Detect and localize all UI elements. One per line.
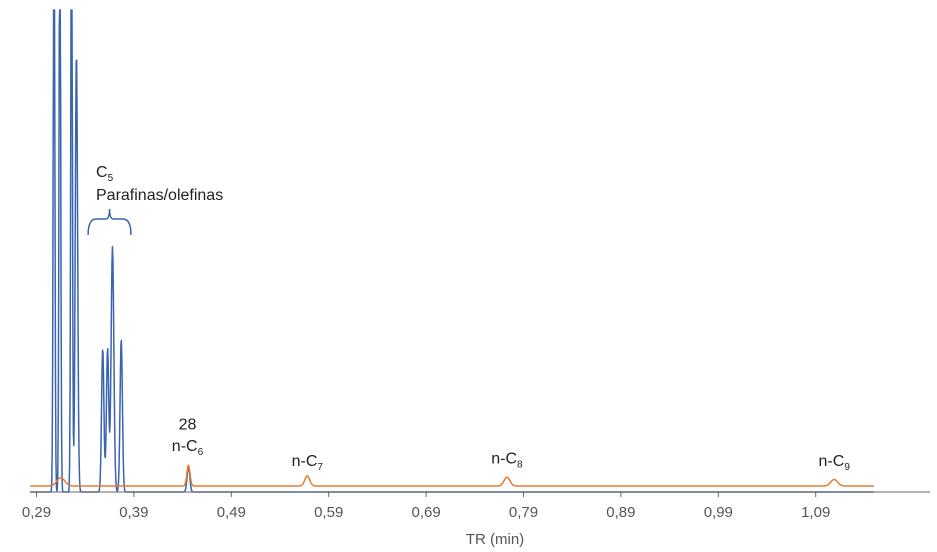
c5-bracket-path [87, 208, 132, 236]
x-tick-label: 0,99 [704, 504, 733, 521]
x-tick-label: 0,39 [119, 504, 148, 521]
peak-annotations: C5 Parafinas/olefinas 28 n-C6 n-C7 n-C8 n-C9 [96, 164, 850, 473]
x-tick-label: 0,69 [411, 504, 440, 521]
x-tick-label: 0,79 [509, 504, 538, 521]
x-axis-title: TR (min) [466, 531, 524, 548]
c5-bracket [87, 208, 132, 236]
x-tick-label: 1,09 [801, 504, 830, 521]
trace-blue [29, 9, 875, 493]
annotation-n28: 28 [179, 416, 197, 433]
x-tick-label: 0,59 [314, 504, 343, 521]
annotation-nc7: n-C7 [292, 453, 324, 473]
trace-orange [29, 464, 875, 487]
annotation-nc9: n-C9 [819, 453, 851, 473]
x-tick-label: 0,89 [606, 504, 635, 521]
x-tick-label: 0,29 [22, 504, 51, 521]
traces-group [29, 9, 875, 493]
annotation-nc6: n-C6 [172, 438, 204, 458]
x-tick-label: 0,49 [217, 504, 246, 521]
annotation-c5: C5 [96, 164, 114, 184]
annotation-nc8: n-C8 [491, 450, 523, 470]
x-axis-ticks: 0,29 0,39 0,49 0,59 0,69 0,79 0,89 0,99 1,09 [22, 492, 830, 521]
annotation-c5-desc: Parafinas/olefinas [96, 187, 223, 204]
